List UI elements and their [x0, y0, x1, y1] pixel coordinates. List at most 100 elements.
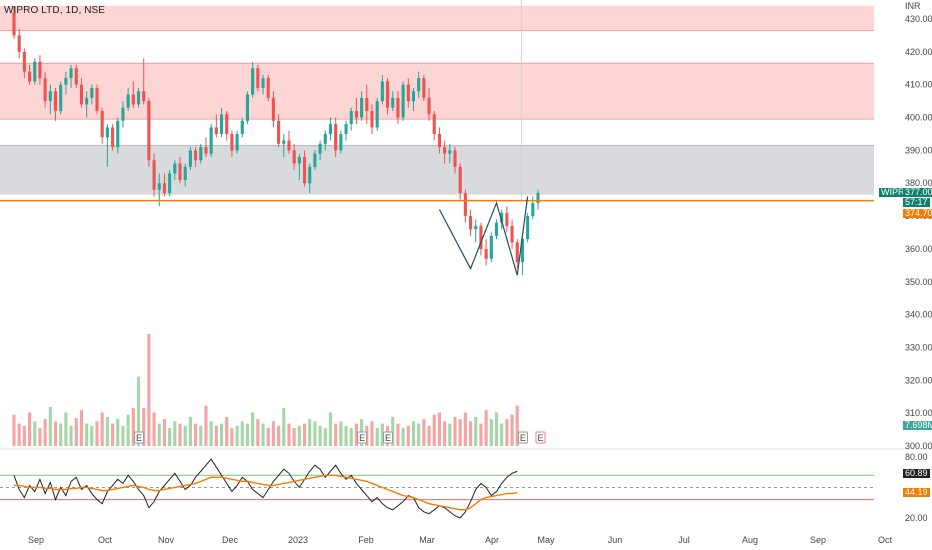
- candle-body: [385, 81, 390, 108]
- candle: [411, 87, 416, 111]
- volume-bar: [339, 421, 343, 446]
- candle: [95, 84, 99, 115]
- volume-bar: [484, 410, 488, 446]
- volume-bar: [432, 414, 436, 446]
- candle: [209, 124, 213, 157]
- candle-body: [282, 140, 286, 144]
- volume-bar: [308, 419, 312, 446]
- candle: [121, 101, 125, 128]
- candle-body: [334, 124, 338, 151]
- volume-bar: [12, 414, 16, 446]
- candle: [323, 130, 327, 151]
- candle-body: [468, 216, 473, 230]
- candle: [536, 189, 540, 210]
- candle: [105, 124, 109, 167]
- candle: [474, 219, 478, 243]
- rsi-value-tag: 60.89: [903, 468, 930, 478]
- candle: [261, 74, 265, 95]
- volume-bar: [505, 419, 509, 446]
- x-tick-label: Jun: [608, 535, 623, 545]
- earnings-marker-box: [383, 431, 394, 444]
- candle-body: [287, 140, 291, 151]
- volume-bar: [116, 419, 120, 446]
- candle-body: [313, 153, 317, 167]
- candle: [240, 117, 244, 138]
- candle-body: [162, 183, 167, 194]
- candle-body: [448, 150, 452, 154]
- candle: [448, 143, 452, 164]
- candle: [489, 232, 493, 263]
- candle-body: [256, 68, 260, 88]
- earnings-marker: E: [517, 431, 528, 444]
- candle-body: [318, 143, 322, 154]
- candle: [380, 74, 384, 105]
- volume-bar: [38, 428, 42, 446]
- x-tick-label: Oct: [878, 535, 893, 545]
- earnings-marker-box: [134, 431, 145, 444]
- volume-bar: [43, 419, 47, 446]
- volume-bar: [100, 412, 104, 446]
- volume-bar: [349, 428, 353, 446]
- candle: [526, 212, 530, 243]
- volume-bar: [188, 416, 192, 446]
- price-tick-label: 310.00: [905, 408, 932, 418]
- candle-body: [136, 91, 141, 105]
- candle-body: [292, 150, 296, 164]
- candle-body: [17, 35, 21, 52]
- candle-body: [520, 239, 524, 263]
- candle-body: [458, 166, 462, 194]
- volume-bar: [74, 418, 78, 446]
- currency-label: INR: [905, 1, 921, 11]
- candle: [12, 5, 16, 39]
- candle: [520, 235, 524, 276]
- volume-bar: [95, 421, 99, 446]
- volume-bar: [261, 423, 265, 446]
- volume-bar: [453, 416, 457, 446]
- symbol-tag: WIPRO: [879, 187, 914, 197]
- volume-bar: [297, 425, 301, 446]
- candle: [22, 48, 26, 79]
- volume-bar: [443, 421, 447, 446]
- candle-body: [271, 97, 275, 121]
- candle: [43, 71, 47, 108]
- x-tick-label: Nov: [158, 535, 175, 545]
- candle-body: [126, 94, 130, 108]
- volume-bar: [256, 419, 260, 446]
- candle: [142, 58, 146, 105]
- candle-body: [183, 166, 187, 180]
- candle: [53, 87, 58, 121]
- candle: [230, 130, 234, 157]
- x-tick-label: Sep: [28, 535, 44, 545]
- candle: [33, 58, 37, 85]
- volume-bar: [219, 423, 224, 446]
- volume-bar: [489, 419, 493, 446]
- candle-body: [121, 107, 125, 121]
- candle: [59, 81, 63, 115]
- volume-bar: [33, 421, 37, 446]
- candle-body: [219, 114, 224, 134]
- candle: [214, 114, 218, 138]
- volume-bar: [313, 421, 317, 446]
- volume-bar: [266, 428, 270, 446]
- candle: [494, 219, 499, 240]
- candle: [90, 84, 94, 105]
- candle-body: [344, 124, 348, 134]
- candle-body: [401, 84, 405, 118]
- volume-bar: [494, 412, 499, 446]
- candle-body: [297, 156, 301, 164]
- earnings-marker-label: E: [385, 433, 391, 443]
- volume-bar: [468, 421, 473, 446]
- candle: [38, 55, 42, 85]
- candle: [183, 163, 187, 187]
- candle-body: [536, 193, 540, 203]
- candle: [360, 91, 364, 121]
- volume-bar: [126, 414, 130, 446]
- candle: [28, 64, 32, 85]
- candle-body: [12, 12, 16, 36]
- candle-body: [194, 150, 198, 161]
- x-tick-label: May: [537, 535, 555, 545]
- candle-body: [375, 101, 379, 128]
- candle-body: [510, 225, 514, 243]
- candle: [235, 130, 239, 154]
